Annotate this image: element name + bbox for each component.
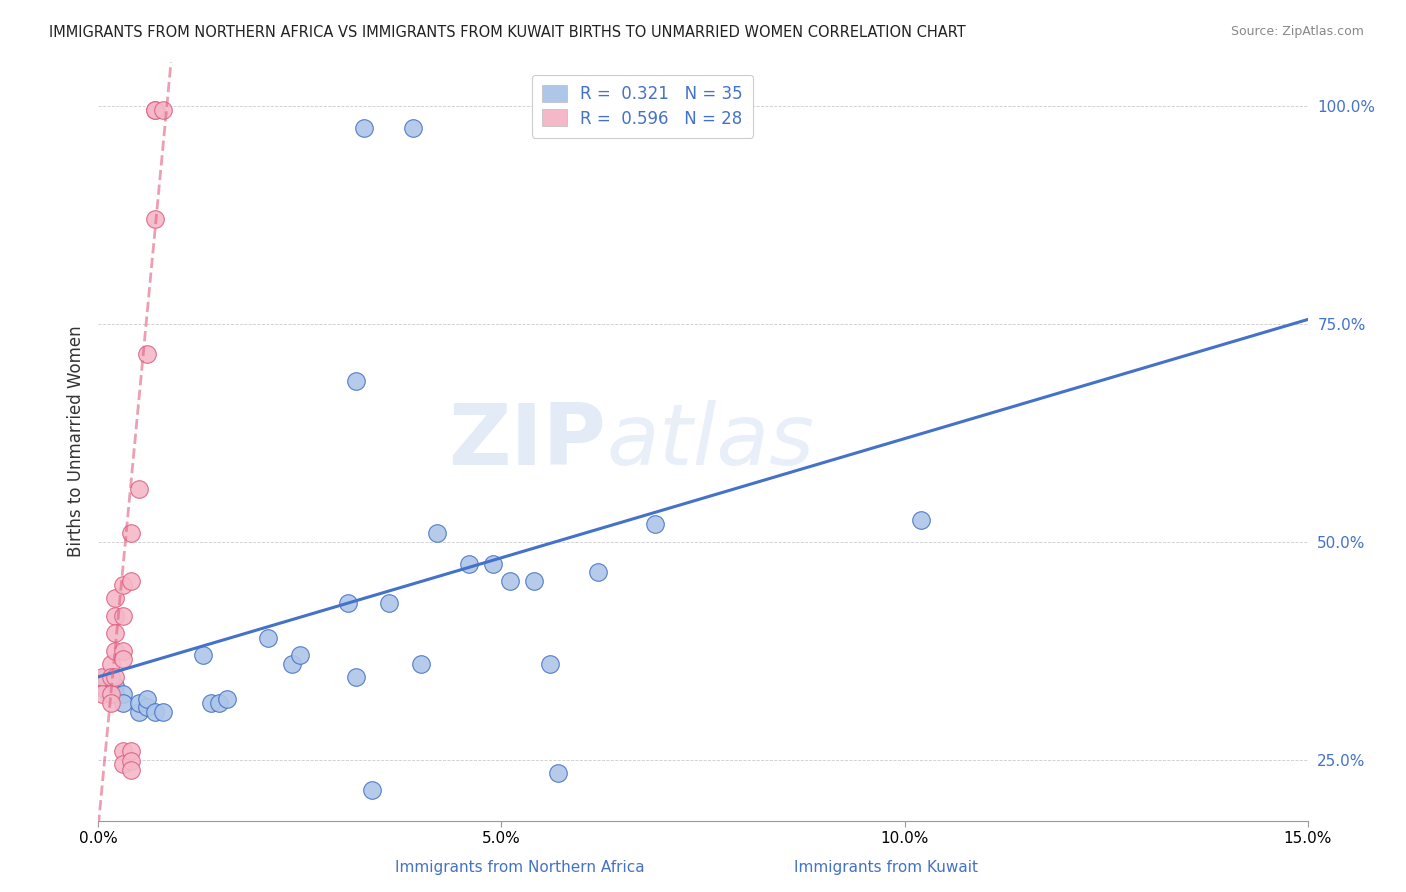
Point: [143, 103, 166, 118]
Point: [111, 578, 134, 592]
Point: [135, 691, 157, 706]
Point: [538, 657, 561, 671]
Point: [200, 696, 222, 710]
Point: [120, 763, 142, 777]
Point: [111, 744, 134, 758]
Point: [103, 679, 125, 693]
Point: [128, 705, 150, 719]
Point: [111, 696, 134, 710]
Text: IMMIGRANTS FROM NORTHERN AFRICA VS IMMIGRANTS FROM KUWAIT BIRTHS TO UNMARRIED WO: IMMIGRANTS FROM NORTHERN AFRICA VS IMMIG…: [49, 25, 966, 40]
Point: [281, 657, 304, 671]
Point: [120, 574, 142, 588]
Point: [152, 705, 174, 719]
Point: [344, 670, 367, 684]
Point: [402, 120, 425, 135]
Point: [103, 591, 125, 606]
Point: [100, 687, 122, 701]
Point: [100, 657, 122, 671]
Point: [547, 765, 569, 780]
Point: [523, 574, 546, 588]
Point: [910, 513, 932, 527]
Point: [100, 670, 122, 684]
Point: [256, 631, 278, 645]
Point: [586, 566, 609, 580]
Point: [120, 755, 142, 769]
Point: [498, 574, 520, 588]
Point: [426, 526, 449, 541]
Text: Immigrants from Kuwait: Immigrants from Kuwait: [794, 861, 977, 875]
Point: [103, 670, 125, 684]
Point: [103, 687, 125, 701]
Legend: R =  0.321   N = 35, R =  0.596   N = 28: R = 0.321 N = 35, R = 0.596 N = 28: [531, 75, 754, 137]
Point: [344, 374, 367, 388]
Point: [458, 557, 481, 571]
Point: [152, 103, 174, 118]
Point: [143, 705, 166, 719]
Point: [135, 347, 157, 361]
Point: [96, 670, 118, 684]
Point: [103, 608, 125, 623]
Point: [361, 783, 384, 797]
Point: [120, 526, 142, 541]
Text: atlas: atlas: [606, 400, 814, 483]
Point: [120, 744, 142, 758]
Point: [103, 643, 125, 657]
Point: [111, 687, 134, 701]
Text: ZIP: ZIP: [449, 400, 606, 483]
Point: [96, 682, 118, 697]
Point: [143, 103, 166, 118]
Point: [193, 648, 215, 662]
Point: [91, 670, 114, 684]
Point: [288, 648, 311, 662]
Point: [100, 696, 122, 710]
Point: [208, 696, 231, 710]
Point: [111, 608, 134, 623]
Point: [135, 700, 157, 714]
Point: [111, 756, 134, 771]
Point: [353, 120, 375, 135]
Point: [128, 696, 150, 710]
Point: [111, 643, 134, 657]
Point: [111, 652, 134, 666]
Point: [217, 691, 239, 706]
Text: Source: ZipAtlas.com: Source: ZipAtlas.com: [1230, 25, 1364, 38]
Point: [377, 596, 399, 610]
Point: [482, 557, 505, 571]
Point: [91, 687, 114, 701]
Point: [128, 483, 150, 497]
Point: [103, 626, 125, 640]
Point: [644, 517, 666, 532]
Point: [409, 657, 432, 671]
Text: Immigrants from Northern Africa: Immigrants from Northern Africa: [395, 861, 645, 875]
Point: [337, 596, 360, 610]
Y-axis label: Births to Unmarried Women: Births to Unmarried Women: [66, 326, 84, 558]
Point: [143, 212, 166, 227]
